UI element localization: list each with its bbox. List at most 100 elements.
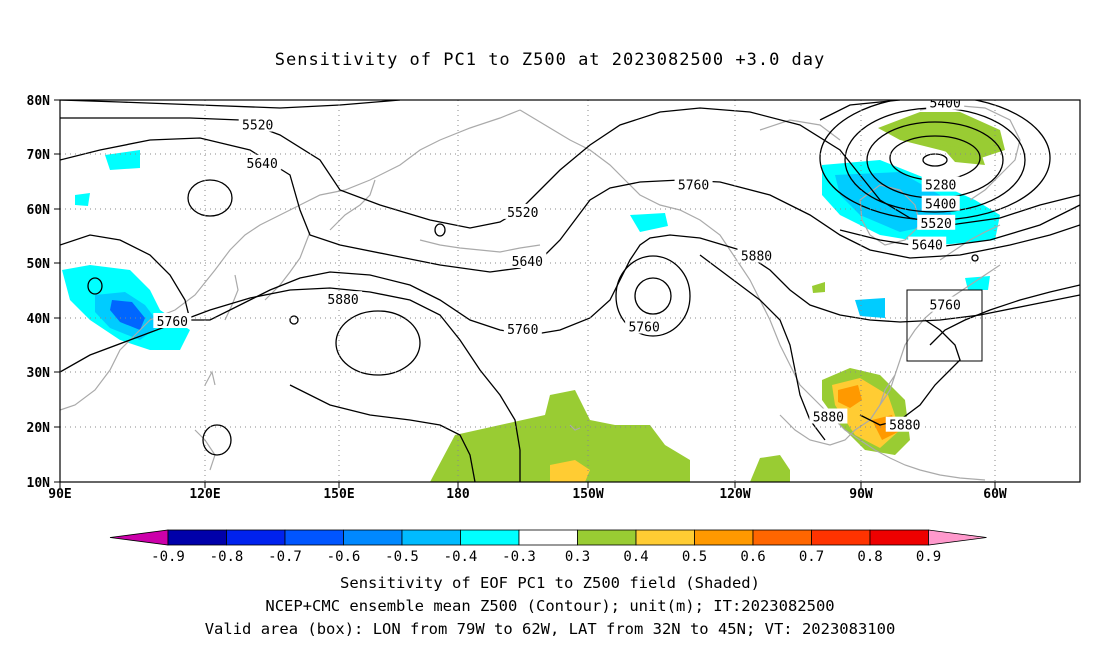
contour-label: 5520: [242, 119, 273, 134]
coast-arctic-islands: [759, 119, 841, 141]
colorbar-label: 0.5: [682, 549, 707, 565]
contour-5880-east: [699, 254, 826, 441]
pos-region-small-1: [812, 282, 825, 293]
contour-label: 5640: [912, 239, 943, 254]
neg-region-small-1: [105, 150, 140, 170]
contour-vortex-6: [839, 204, 1080, 249]
coast-hawaii: [569, 424, 581, 431]
contour-small-east-asia: [87, 277, 103, 295]
contour-label: 5880: [813, 411, 844, 426]
neg-region-nwatlantic: [965, 276, 990, 290]
contour-label-bg: [508, 252, 547, 268]
lon-label: 90E: [48, 487, 71, 502]
coast-korea: [224, 274, 239, 321]
contour-label-bg: [625, 318, 664, 334]
contour-label-bg: [921, 195, 960, 211]
colorbar-swatch: [460, 529, 520, 546]
contour-label: 5880: [741, 250, 772, 265]
colorbar-label: -0.3: [502, 549, 536, 565]
colorbar-swatch: [226, 529, 286, 546]
contour-high-npacific: [615, 255, 691, 337]
gridlines: [60, 100, 1080, 482]
contour-label-bg: [153, 313, 192, 329]
lon-label: 150E: [323, 487, 354, 502]
caption-line-1: Sensitivity of EOF PC1 to Z500 field (Sh…: [340, 574, 760, 592]
coast-philippines: [194, 429, 216, 471]
contour-label-bg: [926, 296, 965, 312]
contour-label: 5280: [925, 179, 956, 194]
contour-5760-box-loop: [929, 284, 1080, 346]
lon-label: 120E: [189, 487, 220, 502]
contour-label-bg: [674, 176, 713, 192]
contour-small-labrador: [971, 254, 979, 262]
contour-label-bg: [503, 203, 542, 219]
lat-label: 10N: [27, 476, 51, 491]
lat-label: 40N: [27, 312, 51, 327]
lon-label: 180: [446, 487, 470, 502]
lat-label: 60N: [27, 203, 51, 218]
figure-title: Sensitivity of PC1 to Z500 at 2023082500…: [274, 50, 826, 70]
pos-region-tropical-pacific: [430, 390, 690, 482]
colorbar-label: -0.7: [268, 549, 302, 565]
pos-region-gulf-orange: [838, 385, 862, 408]
coast-alaska: [519, 109, 861, 441]
contour-high-npacific-inner: [634, 277, 672, 315]
coast-aleutians: [419, 239, 541, 253]
contour-labels: 5520 5640 5400 5760 5520 5280 5400 5520 5640 5640…: [153, 100, 965, 434]
lat-label: 30N: [27, 366, 51, 381]
caption-line-3: Valid area (box): LON from 79W to 62W, L…: [204, 620, 896, 638]
axis-labels: 90E 120E 150E 180 150W 120W 90W 60W 80N …: [27, 94, 1007, 502]
colorbar-swatch: [167, 529, 227, 546]
contour-low-kamchatka: [434, 223, 446, 237]
contour-high-westpac: [335, 310, 421, 376]
coast-kamchatka: [329, 179, 376, 231]
lon-label: 120W: [719, 487, 750, 502]
colorbar-label: 0.6: [740, 549, 765, 565]
coast-east-asia: [60, 109, 521, 411]
contour-label: 5760: [157, 315, 188, 330]
contour-5400-nw: [60, 100, 401, 109]
contour-label-bg: [737, 247, 776, 263]
contour-label-bg: [917, 214, 956, 230]
axis-ticks: [54, 99, 996, 488]
coast-hudson: [859, 184, 921, 246]
contour-5760-main: [60, 234, 1080, 336]
contour-label-bg: [885, 416, 924, 432]
plot-frame: [59, 99, 1081, 483]
sensitivity-shading: [62, 112, 1005, 482]
colorbar-swatch: [343, 529, 403, 546]
contour-label: 5520: [507, 206, 538, 221]
contour-5880-main: [60, 287, 521, 482]
contour-label-bg: [324, 291, 363, 307]
colorbar-swatch: [811, 529, 871, 546]
colorbar-low-arrow: [109, 529, 169, 546]
lon-label: 150W: [572, 487, 603, 502]
coast-taiwan: [204, 370, 216, 386]
contour-label-bg: [926, 100, 965, 110]
pos-region-greenland-2: [940, 145, 985, 165]
contour-label: 5520: [921, 217, 952, 232]
coastlines: [60, 104, 1021, 481]
coast-florida: [879, 374, 896, 406]
contour-label: 5880: [889, 419, 920, 434]
neg-region-atlantic: [855, 298, 885, 318]
contour-vortex-7: [819, 100, 901, 121]
valid-area-box: [906, 289, 983, 362]
colorbar-label: -0.6: [327, 549, 361, 565]
contour-label: 5400: [925, 198, 956, 213]
lat-label: 50N: [27, 257, 51, 272]
pos-region-tropical-pacific-yellow: [550, 460, 590, 482]
lon-label: 60W: [983, 487, 1007, 502]
colorbar-swatch: [752, 529, 812, 546]
colorbar-swatch: [284, 529, 344, 546]
colorbar-swatch: [401, 529, 461, 546]
neg-region-pacific: [630, 213, 668, 232]
colorbar-label: -0.8: [210, 549, 244, 565]
contour-anticyclone-siberia: [187, 179, 233, 217]
lon-label: 90W: [849, 487, 873, 502]
colorbar-label: -0.5: [385, 549, 419, 565]
contour-5880-sw: [289, 384, 476, 482]
colorbar-swatch: [518, 529, 578, 546]
lat-label: 20N: [27, 421, 51, 436]
